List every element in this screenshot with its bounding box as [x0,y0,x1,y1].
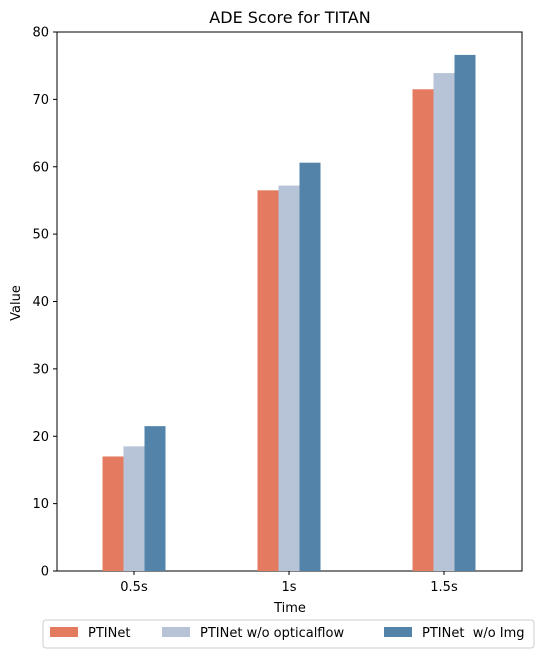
x-tick-label: 1.5s [430,580,458,595]
legend-label: PTINet [88,626,130,641]
chart-title: ADE Score for TITAN [209,8,370,27]
plot-area: 0 10 20 30 40 50 60 70 80 0.5s 1s 1.5s [32,26,523,595]
legend-swatch [162,627,190,637]
bar [257,190,279,572]
bar [454,54,476,572]
legend-swatch [50,627,78,637]
y-tick-label: 60 [32,160,49,175]
x-tick-label: 0.5s [120,580,148,595]
y-tick-label: 0 [41,565,49,580]
y-axis-label: Value [9,285,24,321]
x-axis-label: Time [273,601,306,616]
y-tick-label: 30 [32,362,49,377]
bar [102,456,124,571]
legend: PTINet PTINet w/o opticalflow PTINet w/o I… [42,619,535,649]
x-tick-label: 1s [281,580,296,595]
bar [433,73,455,571]
bar [278,185,300,572]
bar [412,89,434,572]
bar [144,426,166,571]
y-tick-label: 40 [32,295,49,310]
legend-label: PTINet w/o opticalflow [200,626,344,641]
y-tick-label: 10 [32,497,49,512]
legend-label: PTINet w/o Img [422,626,525,641]
legend-swatch [384,627,412,637]
bar [123,446,145,571]
y-tick-label: 20 [32,430,49,445]
y-tick-label: 80 [32,26,49,41]
bar [299,162,321,571]
y-tick-label: 50 [32,228,49,243]
y-tick-label: 70 [32,93,49,108]
